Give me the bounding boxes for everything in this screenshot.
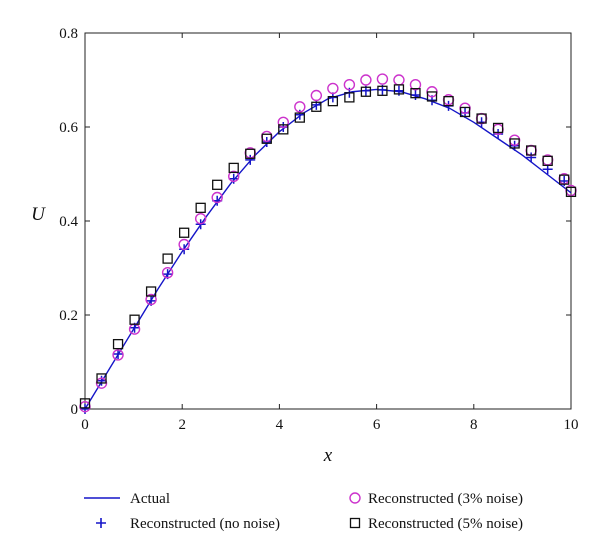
x-tick-label: 2	[178, 417, 186, 433]
point-5pct-noise	[443, 96, 454, 107]
point-5pct-noise	[542, 155, 553, 166]
point-5pct-noise	[112, 338, 124, 350]
y-tick-label: 0.6	[59, 120, 78, 136]
point-5pct-noise	[327, 96, 339, 107]
point-5pct-noise	[410, 88, 421, 99]
point-3pct-noise	[327, 82, 339, 95]
y-axis-label: U	[31, 204, 46, 225]
point-5pct-noise	[360, 86, 372, 97]
point-3pct-noise	[277, 116, 289, 129]
x-tick-label: 0	[81, 417, 89, 433]
point-5pct-noise	[525, 145, 537, 156]
point-5pct-noise	[294, 112, 305, 123]
point-5pct-noise	[476, 113, 487, 124]
plot-area: 0 2 4 6 8 10 0 0.2 0.4 0.6 0.8	[59, 26, 578, 433]
point-5pct-noise	[459, 106, 471, 118]
point-3pct-noise	[343, 78, 356, 91]
x-tick-label: 4	[276, 417, 284, 433]
point-5pct-noise	[79, 398, 91, 409]
point-3pct-noise	[360, 74, 372, 86]
legend-no-noise-swatch	[96, 518, 106, 528]
x-tick-label: 6	[373, 417, 381, 433]
point-5pct-noise	[245, 148, 256, 159]
point-5pct-noise	[311, 101, 322, 112]
legend-item-5pct-noise: Reconstructed (5% noise)	[349, 516, 523, 532]
y-tick-label: 0	[71, 402, 79, 418]
point-5pct-noise	[145, 286, 157, 297]
point-5pct-noise	[426, 91, 438, 102]
point-5pct-noise	[509, 138, 520, 149]
point-3pct-noise	[310, 89, 323, 102]
point-5pct-noise	[261, 133, 272, 144]
point-3pct-noise	[145, 293, 157, 306]
legend-no-noise-label: Reconstructed (no noise)	[130, 516, 280, 532]
point-5pct-noise	[96, 373, 107, 384]
legend-3pct-noise-label: Reconstructed (3% noise)	[368, 491, 523, 507]
point-no-noise	[311, 99, 322, 110]
legend-actual-label: Actual	[130, 491, 170, 507]
point-5pct-noise	[393, 84, 405, 95]
point-3pct-noise	[211, 191, 223, 204]
point-5pct-noise	[559, 174, 570, 185]
point-5pct-noise	[565, 186, 577, 198]
legend-item-actual: Actual	[84, 491, 170, 507]
point-3pct-noise	[112, 349, 124, 361]
point-no-noise	[526, 152, 537, 163]
point-3pct-noise	[194, 212, 207, 225]
legend-3pct-noise-swatch	[349, 492, 361, 504]
point-no-noise	[245, 154, 256, 165]
point-5pct-noise	[278, 124, 289, 135]
y-tick-label: 0.4	[59, 214, 78, 230]
point-5pct-noise	[129, 314, 140, 325]
point-no-noise	[113, 349, 124, 360]
point-5pct-noise	[344, 92, 355, 103]
y-tick-label: 0.8	[59, 26, 78, 42]
point-3pct-noise	[161, 267, 174, 279]
point-3pct-noise	[409, 78, 422, 91]
point-3pct-noise	[393, 74, 405, 86]
legend-item-no-noise: Reconstructed (no noise)	[96, 516, 280, 532]
x-tick-label: 10	[564, 417, 579, 433]
point-3pct-noise	[294, 101, 306, 113]
point-no-noise	[80, 404, 90, 414]
point-5pct-noise	[162, 253, 173, 264]
point-3pct-noise	[228, 170, 240, 183]
legend-5pct-noise-label: Reconstructed (5% noise)	[368, 516, 523, 532]
point-no-noise	[410, 90, 421, 101]
legend-5pct-noise-swatch	[349, 517, 361, 529]
x-tick-label: 8	[470, 417, 478, 433]
point-5pct-noise	[212, 179, 223, 190]
legend-item-3pct-noise: Reconstructed (3% noise)	[349, 491, 523, 507]
point-5pct-noise	[195, 202, 206, 213]
point-5pct-noise	[178, 227, 190, 238]
y-tick-label: 0.2	[59, 308, 78, 324]
point-5pct-noise	[228, 162, 239, 174]
point-5pct-noise	[492, 122, 504, 134]
point-3pct-noise	[178, 238, 190, 251]
x-axis-label: x	[323, 445, 333, 466]
legend: Actual Reconstructed (no noise) Reconstr…	[84, 491, 523, 532]
point-3pct-noise	[376, 73, 389, 85]
point-5pct-noise	[377, 85, 388, 96]
